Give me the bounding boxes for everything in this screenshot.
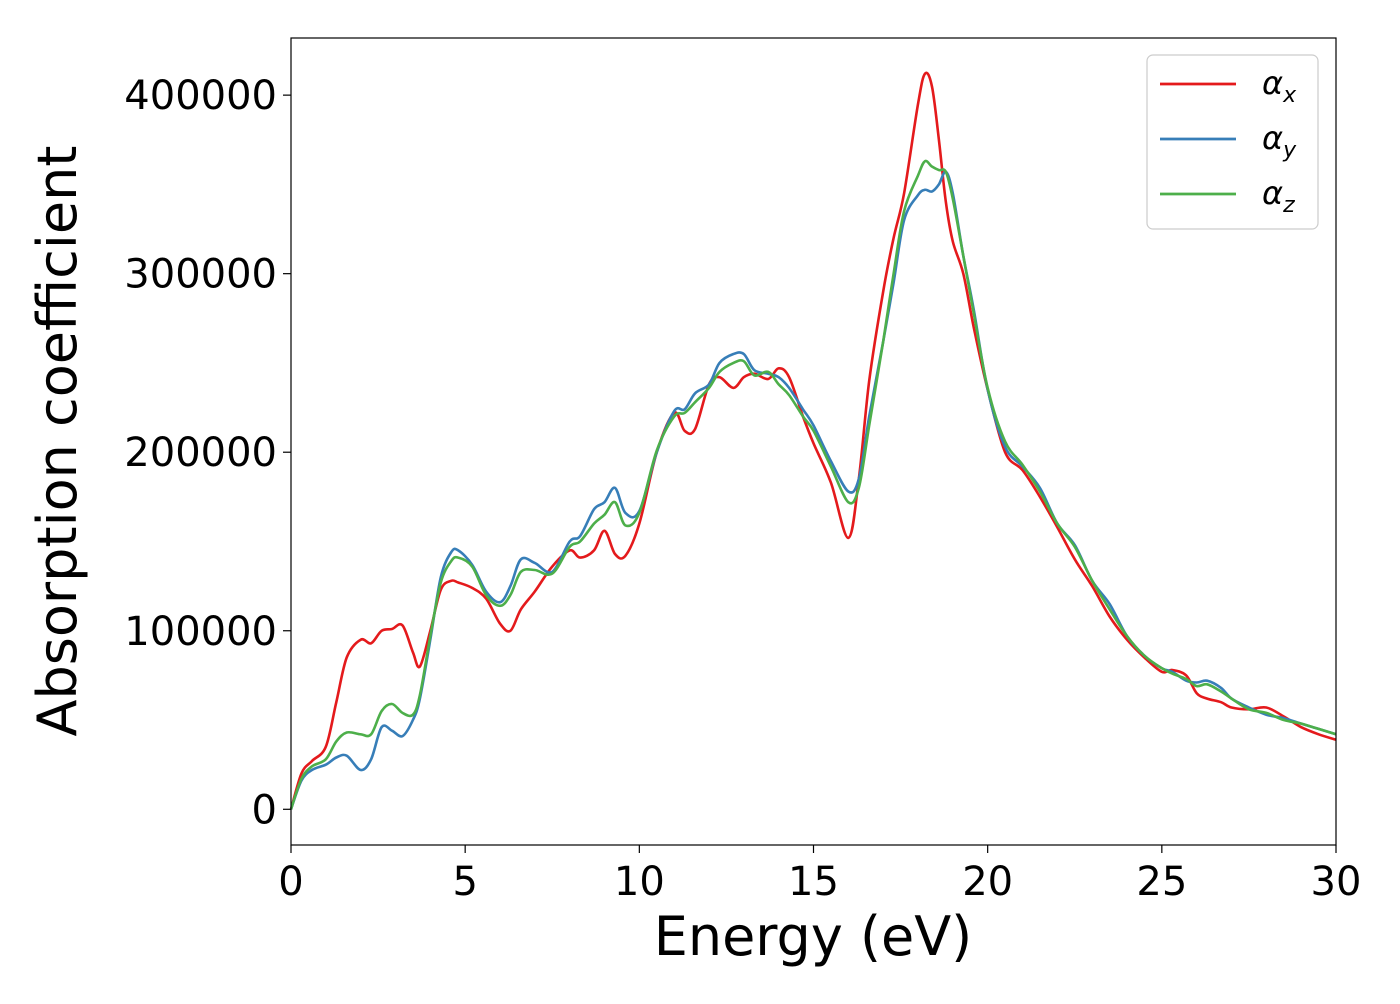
legend-label-x: αx [1262, 64, 1297, 108]
y-axis-ticks: 0 100000 200000 300000 400000 [124, 73, 291, 833]
y-tick-label: 0 [252, 787, 277, 833]
x-tick-label: 20 [962, 859, 1013, 905]
series-line-z [289, 159, 1337, 810]
x-axis-title: Energy (eV) [654, 905, 973, 968]
x-tick-label: 5 [452, 859, 477, 905]
x-axis-ticks: 0 5 10 15 20 25 30 [278, 845, 1361, 905]
series-layer [289, 71, 1337, 810]
y-tick-label: 100000 [124, 609, 277, 655]
y-axis-title: Absorption coefficient [26, 146, 89, 737]
x-tick-label: 15 [788, 859, 839, 905]
x-tick-label: 30 [1311, 859, 1362, 905]
x-tick-label: 25 [1136, 859, 1187, 905]
series-line-y [289, 170, 1337, 810]
y-tick-label: 400000 [124, 73, 277, 119]
y-tick-label: 300000 [124, 252, 277, 298]
legend-label-y: αy [1262, 119, 1297, 163]
x-tick-label: 10 [614, 859, 665, 905]
legend-box [1146, 54, 1319, 230]
x-tick-label: 0 [278, 859, 303, 905]
y-tick-label: 200000 [124, 430, 277, 476]
